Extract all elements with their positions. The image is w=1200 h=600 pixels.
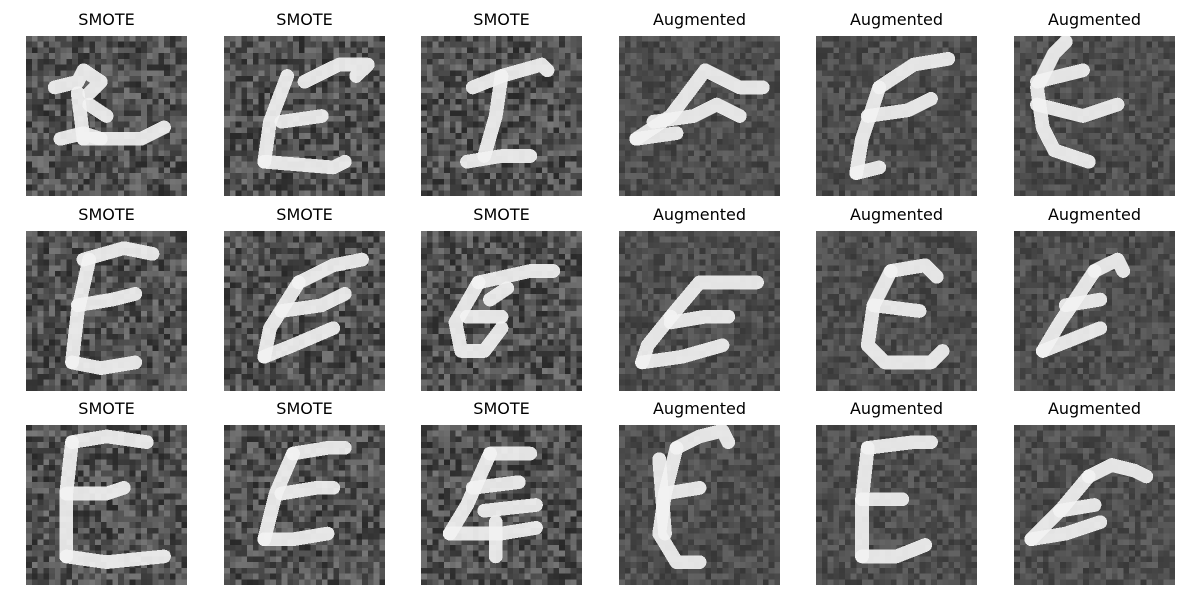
panel-title: Augmented [849, 10, 944, 29]
letter-stroke [1024, 458, 1154, 547]
letter-stroke [257, 57, 375, 175]
grayscale-letter-image [1014, 231, 1175, 391]
grayscale-letter-image [816, 231, 977, 391]
letter-stroke [635, 275, 764, 370]
panel-title: Augmented [849, 205, 944, 224]
panel-title: SMOTE [78, 10, 135, 29]
grayscale-letter-image [26, 36, 187, 196]
grayscale-letter-image [1014, 425, 1175, 585]
letter-stroke [65, 241, 160, 375]
panel-title: Augmented [1047, 399, 1142, 418]
letter-stroke [257, 252, 369, 364]
panel-title: SMOTE [276, 10, 333, 29]
letter-stroke [652, 425, 736, 569]
panel-title: Augmented [652, 399, 747, 418]
grayscale-letter-image [816, 425, 977, 585]
grayscale-letter-image [619, 231, 780, 391]
letter-stroke [1030, 36, 1125, 169]
panel-title: Augmented [1047, 205, 1142, 224]
letter-stroke [257, 441, 352, 547]
panel-title: Augmented [1047, 10, 1142, 29]
panel-title: Augmented [652, 10, 747, 29]
letter-stroke [47, 63, 171, 146]
grayscale-letter-image [816, 36, 977, 196]
panel-title: SMOTE [78, 399, 135, 418]
panel-title: Augmented [849, 399, 944, 418]
grayscale-letter-image [224, 231, 385, 391]
grayscale-letter-image [421, 231, 582, 391]
letter-stroke [59, 429, 171, 569]
letter-stroke [460, 57, 555, 169]
letter-stroke [1035, 252, 1131, 358]
grayscale-letter-image [1014, 36, 1175, 196]
grayscale-letter-image [26, 425, 187, 585]
panel-title: SMOTE [276, 205, 333, 224]
grayscale-letter-image [619, 425, 780, 585]
letter-stroke [629, 63, 770, 146]
panel-title: SMOTE [78, 205, 135, 224]
letter-stroke [860, 258, 950, 370]
panel-title: SMOTE [276, 399, 333, 418]
letter-stroke [855, 435, 938, 564]
grayscale-letter-image [224, 425, 385, 585]
letter-stroke [442, 446, 543, 564]
panel-title: Augmented [652, 205, 747, 224]
grayscale-letter-image [421, 425, 582, 585]
grayscale-letter-image [619, 36, 780, 196]
grayscale-letter-image [421, 36, 582, 196]
grayscale-letter-image [224, 36, 385, 196]
letter-stroke [448, 264, 561, 358]
letter-stroke [849, 52, 956, 180]
panel-title: SMOTE [473, 205, 530, 224]
panel-title: SMOTE [473, 399, 530, 418]
panel-title: SMOTE [473, 10, 530, 29]
grayscale-letter-image [26, 231, 187, 391]
